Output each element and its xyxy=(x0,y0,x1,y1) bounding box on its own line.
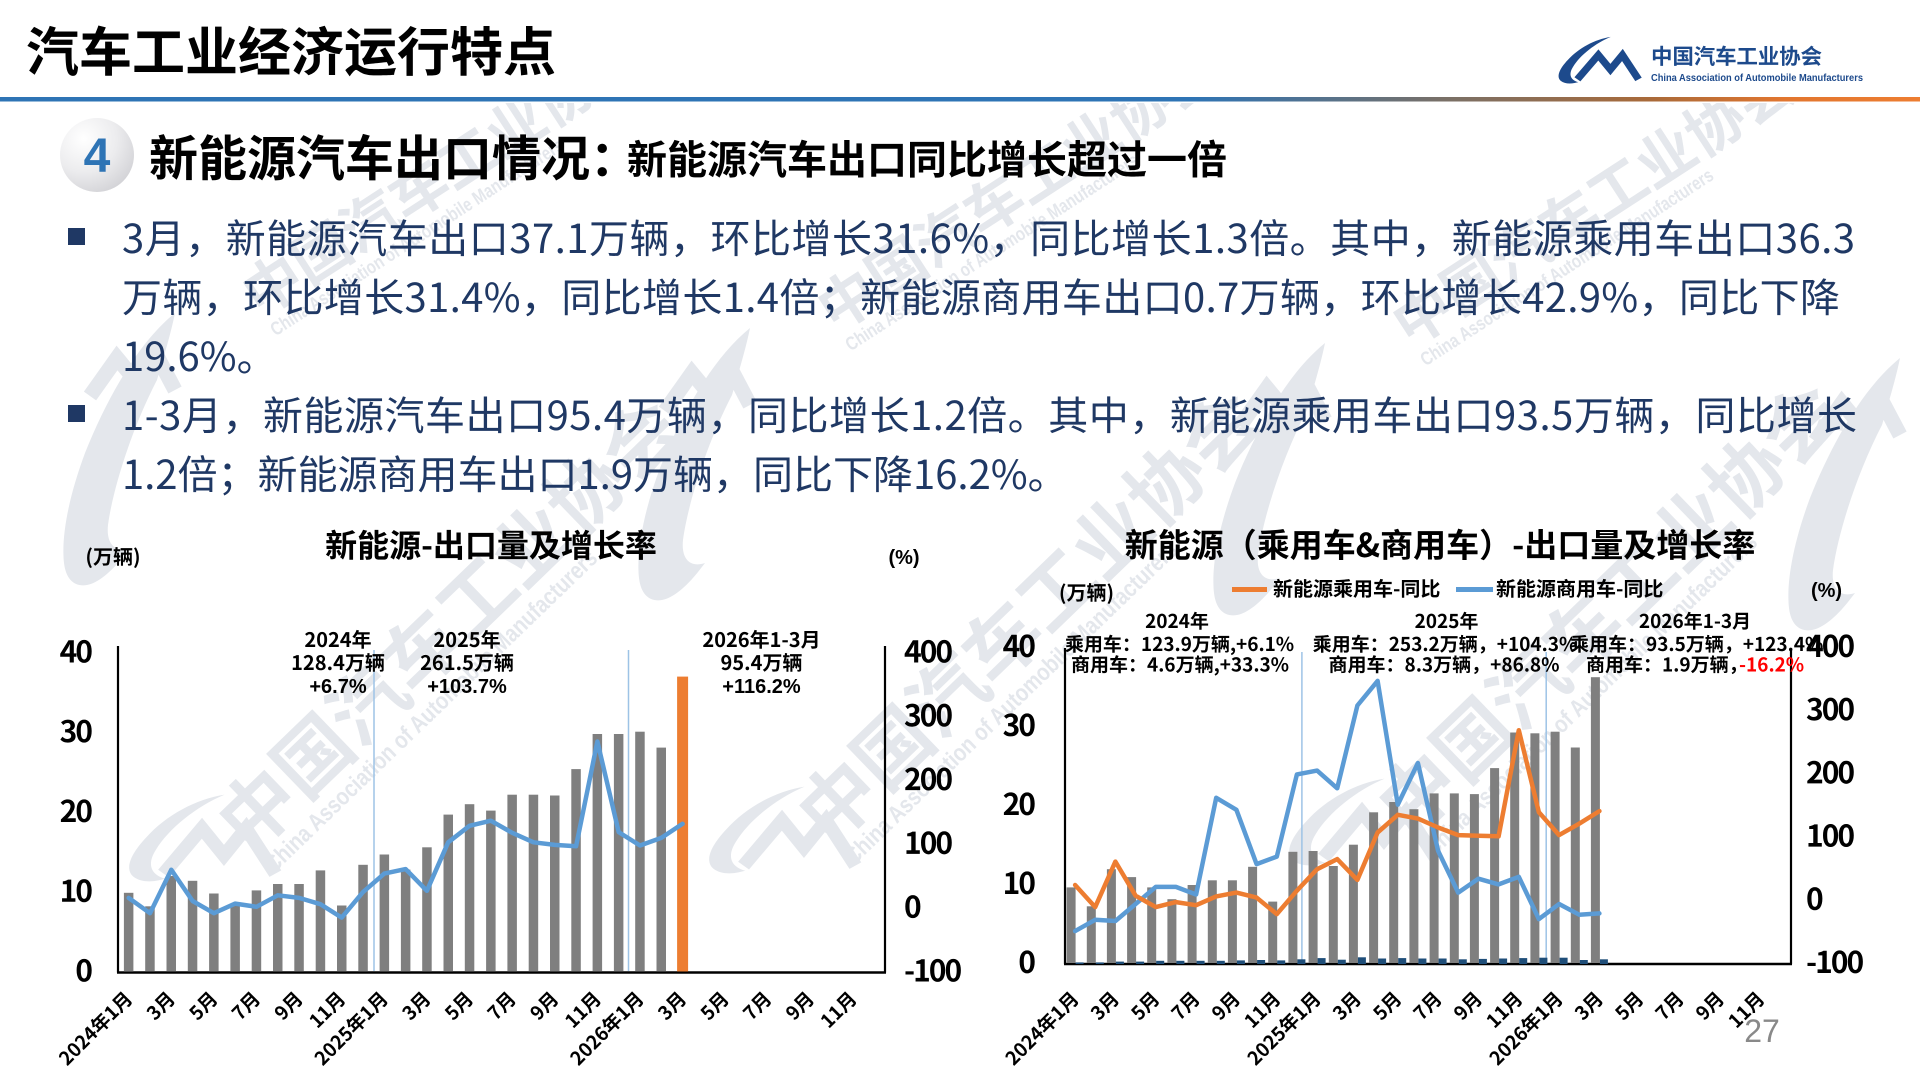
svg-text:27: 27 xyxy=(1744,1013,1780,1049)
svg-text:(%): (%) xyxy=(1811,580,1842,602)
svg-text:4: 4 xyxy=(84,130,111,183)
svg-text:+103.7%: +103.7% xyxy=(427,676,507,698)
svg-text:China Association of Automobil: China Association of Automobile Manufact… xyxy=(1651,73,1863,84)
svg-text:+116.2%: +116.2% xyxy=(722,676,801,698)
svg-text:(%): (%) xyxy=(888,547,919,569)
svg-text:+6.7%: +6.7% xyxy=(309,676,366,698)
